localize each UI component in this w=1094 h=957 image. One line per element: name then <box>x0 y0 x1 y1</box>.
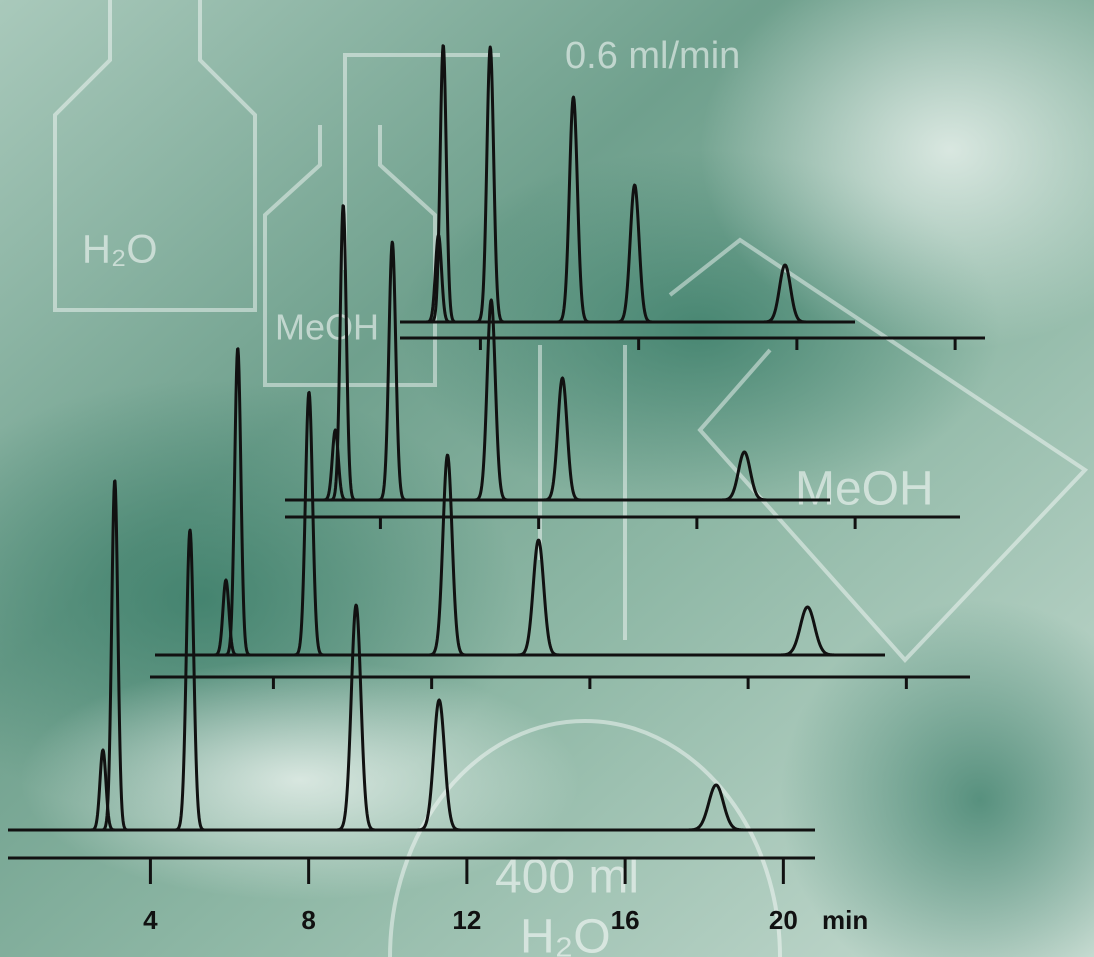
texture <box>20 660 580 900</box>
peak <box>516 538 561 657</box>
flask-outline <box>388 718 782 957</box>
tube-outline <box>343 53 500 270</box>
peak <box>556 95 590 324</box>
bottle-outline <box>53 0 257 312</box>
peak <box>322 428 349 502</box>
texture <box>700 0 1094 350</box>
peak <box>616 183 653 324</box>
annotation: 400 ml <box>495 851 639 904</box>
x-tick-label: 8 <box>301 905 315 935</box>
peak <box>377 240 407 502</box>
peak <box>473 298 509 502</box>
x-axis-label: min <box>822 905 868 935</box>
peak <box>336 603 376 832</box>
diamond-outline <box>668 237 1089 663</box>
annotation: MeOH <box>275 307 379 348</box>
peak <box>174 528 206 832</box>
peak <box>719 450 769 502</box>
annotation: H₂O <box>82 228 158 272</box>
peak <box>213 578 239 657</box>
annotation: H₂O <box>520 911 611 957</box>
x-tick-label: 4 <box>143 905 158 935</box>
peak <box>685 783 747 832</box>
x-tick-label: 12 <box>452 905 481 935</box>
peak <box>90 748 116 832</box>
peak <box>416 698 462 832</box>
peak <box>224 347 251 657</box>
texture <box>780 600 1094 957</box>
peak <box>543 376 582 502</box>
annotation: 0.6 ml/min <box>565 35 740 77</box>
peak <box>428 453 467 657</box>
peak <box>330 204 356 502</box>
peak <box>293 391 325 657</box>
peak <box>778 605 837 657</box>
peak <box>101 479 128 832</box>
x-tick-label: 20 <box>769 905 798 935</box>
x-tick-label: 16 <box>611 905 640 935</box>
peak <box>762 263 808 324</box>
bottle-outline <box>263 125 437 387</box>
peak <box>475 45 505 324</box>
annotation: MeOH <box>795 463 934 516</box>
peak <box>430 44 456 324</box>
